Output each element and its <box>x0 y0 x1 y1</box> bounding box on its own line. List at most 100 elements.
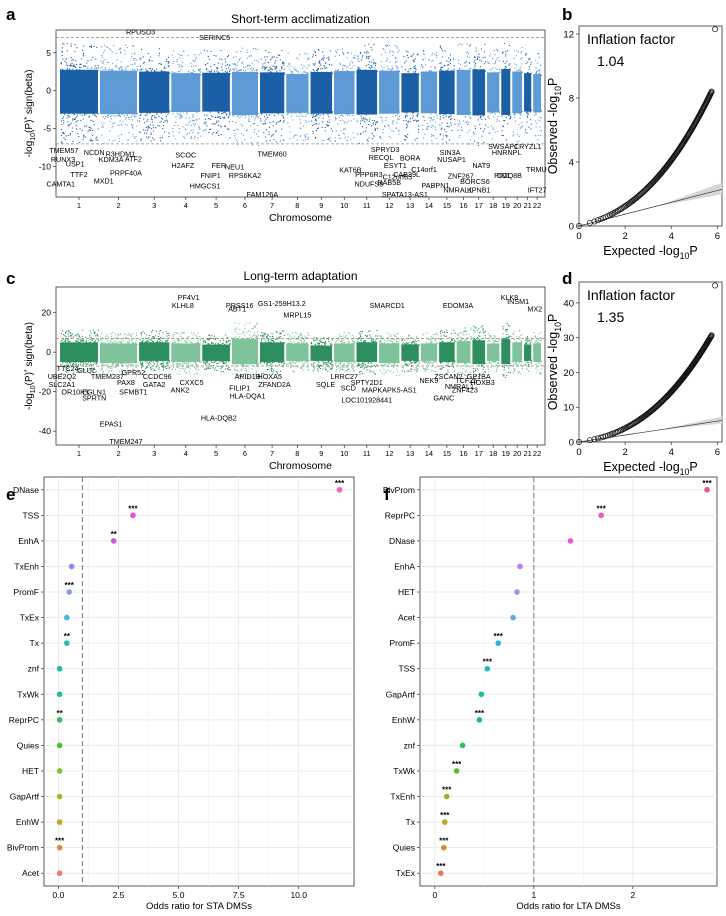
qq-point <box>594 217 601 224</box>
category-label: ReprPC <box>385 510 415 520</box>
chrom-band-3 <box>139 71 170 113</box>
gene-label: C14orf1 <box>411 165 437 174</box>
inflation-label: Inflation factor <box>587 31 675 47</box>
y-axis-label-part: (P) <box>24 120 35 133</box>
gene-label: KPNB1 <box>467 185 491 194</box>
gene-label: RAB5B <box>377 178 401 187</box>
qq-point <box>591 218 598 225</box>
x-tick-label: 7.5 <box>233 890 245 900</box>
gene-label: PRPF40A <box>110 169 142 178</box>
gene-label: KLK8 <box>501 293 519 302</box>
gene-label: USP1 <box>66 160 85 169</box>
or-point-Acet <box>510 614 516 621</box>
chrom-points-15 <box>439 329 456 375</box>
y-tick-label: -5 <box>43 124 51 134</box>
gene-label: CRYZL1 <box>514 142 541 151</box>
qq-point <box>708 88 715 95</box>
gene-label: EGLN1 <box>82 388 106 397</box>
gene-label: R3HDM1 <box>106 150 136 159</box>
x-axis-label: Chromosome <box>269 460 332 472</box>
chrom-points-22 <box>533 332 542 375</box>
gene-label: CXXC5 <box>180 378 204 387</box>
gene-label: FILIP1 <box>229 384 250 393</box>
reference-line <box>578 420 723 443</box>
significance-stars: ** <box>57 709 64 718</box>
x-tick-label-chr12: 12 <box>385 449 393 458</box>
chrom-band-13 <box>401 344 419 361</box>
chrom-band-5 <box>202 72 230 112</box>
x-tick-label-chr9: 9 <box>319 449 323 458</box>
chrom-points-2 <box>100 332 139 378</box>
gene-label: GATA2 <box>143 380 166 389</box>
chrom-points-11 <box>356 43 378 145</box>
x-axis-label-part: Expected -log <box>603 460 679 474</box>
panel-label-e: e <box>6 485 15 504</box>
y-tick-label: 20 <box>563 368 574 379</box>
gene-label: SQLE <box>316 380 335 389</box>
chrom-points-1 <box>60 329 99 375</box>
significance-stars: *** <box>335 479 345 488</box>
gene-label: ZNF423 <box>452 386 478 395</box>
chrom-band-19 <box>501 339 511 365</box>
chrom-band-13 <box>401 73 419 113</box>
or-point-HET <box>514 589 520 595</box>
chrom-points-17 <box>472 325 486 380</box>
gene-label: PRSS16 <box>226 301 254 310</box>
gene-label: C12orf65 <box>383 173 413 182</box>
gene-label: RECQL <box>369 153 394 162</box>
chrom-points-21 <box>524 336 533 372</box>
gene-label: FER <box>212 161 226 170</box>
gene-label: GLUL <box>77 366 96 375</box>
significance-stars: *** <box>702 479 712 488</box>
chrom-band-20 <box>512 71 523 114</box>
category-label: BivProm <box>383 485 415 495</box>
significance-stars: *** <box>475 709 485 718</box>
panel-label-d: d <box>562 269 572 288</box>
gene-label: NMRAL1 <box>445 382 474 391</box>
x-tick-label-chr22: 22 <box>533 449 541 458</box>
chrom-band-14 <box>420 71 438 114</box>
gene-label: HMGCS1 <box>190 182 221 191</box>
gene-label: ARID1B <box>235 372 261 381</box>
x-tick-label-chr14: 14 <box>425 201 433 210</box>
chrom-band-15 <box>439 342 455 362</box>
or-point-TxEnh <box>68 563 75 570</box>
x-tick-label-chr11: 11 <box>363 449 371 458</box>
y-axis-label-part: P <box>546 314 560 322</box>
x-tick-label-chr13: 13 <box>406 449 414 458</box>
odds-ratio-plot-sta: DNase TSS EnhA TxEnh PromF TxEx Tx znf TxWk ReprP… <box>7 476 355 912</box>
y-axis-label-part: * <box>24 117 31 120</box>
gene-label: HOXA5 <box>258 372 282 381</box>
y-axis-label: -log10(P)* sign(beta) <box>24 70 37 158</box>
chrom-points-3 <box>139 48 171 142</box>
chrom-band-5 <box>202 344 230 361</box>
chrom-points-18 <box>487 332 501 372</box>
category-label: ReprPC <box>9 715 39 725</box>
chrom-band-4 <box>171 343 201 362</box>
significance-stars: *** <box>65 581 75 590</box>
gene-label: SWSAP1 <box>488 142 518 151</box>
or-point-DNase <box>336 486 343 493</box>
chrom-band-7 <box>259 72 285 114</box>
gene-label: NEU1 <box>225 163 244 172</box>
or-point-GapArtf <box>478 691 485 698</box>
gene-label: NMRAL1 <box>443 185 472 194</box>
qq-plot-lta: 0 2 4 6 0 10 20 30 40 Inflation factor 1.35 Expecte… <box>546 281 723 477</box>
qq-point <box>594 435 601 442</box>
gene-label: TMEM247 <box>109 437 142 446</box>
qq-point-top <box>712 26 719 33</box>
x-tick-label-chr2: 2 <box>116 201 120 210</box>
chrom-points-18 <box>487 49 501 140</box>
x-axis-label: Odds ratio for LTA DMSs <box>516 901 620 912</box>
chrom-band-21 <box>524 73 532 112</box>
gene-label: TCF25 <box>455 376 477 385</box>
gene-label: ESYT1 <box>384 161 407 170</box>
chrom-band-22 <box>533 343 541 362</box>
x-tick-label-chr13: 13 <box>406 201 414 210</box>
x-axis-label: Chromosome <box>269 212 332 224</box>
or-point-TSS <box>484 665 491 672</box>
or-point-PromF <box>495 640 502 646</box>
chrom-points-13 <box>401 50 420 141</box>
